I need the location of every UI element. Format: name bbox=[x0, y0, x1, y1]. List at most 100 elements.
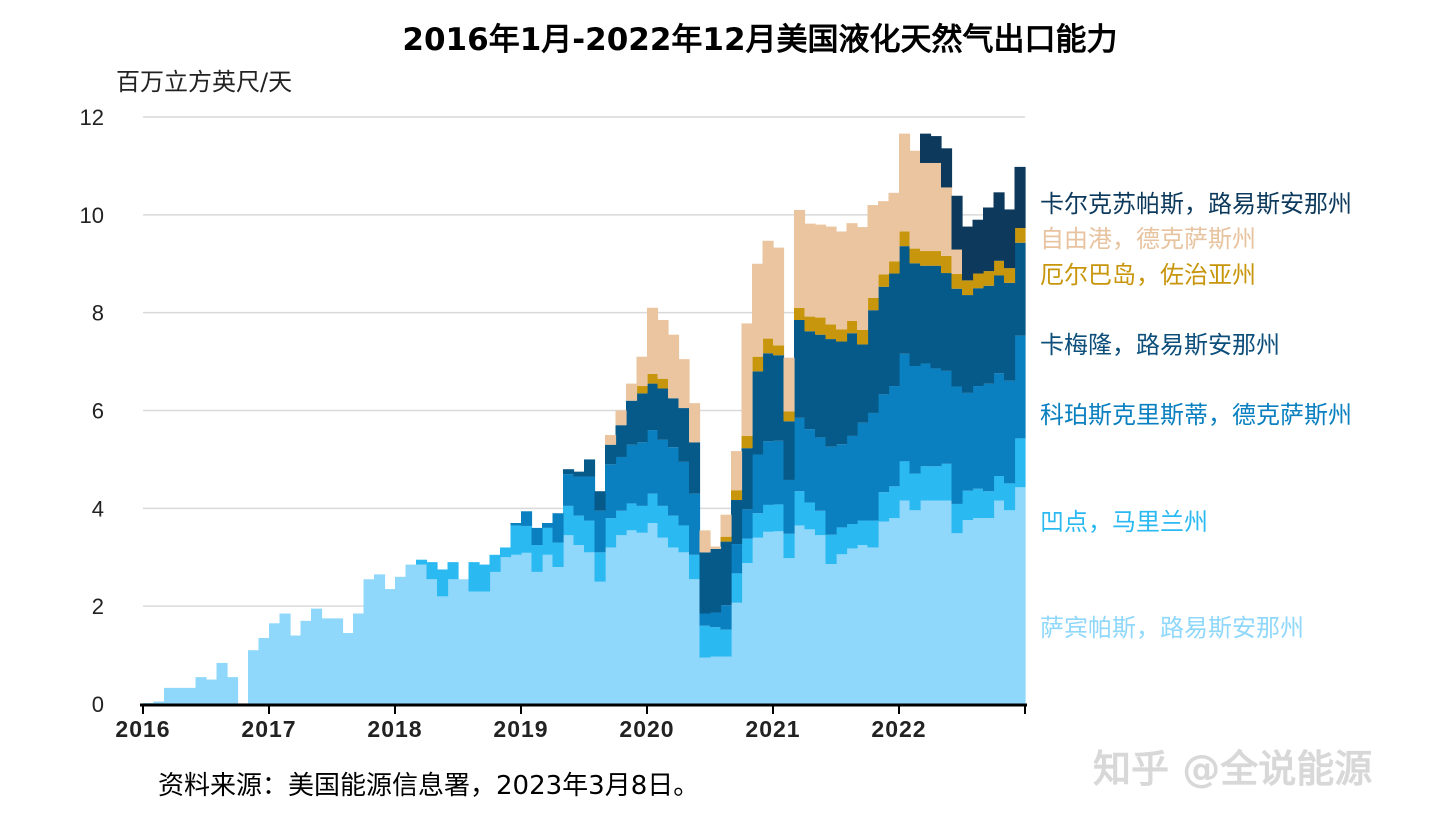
area-segment-series-1 bbox=[773, 504, 785, 532]
area-segment-series-1 bbox=[447, 562, 459, 580]
area-segment-series-1 bbox=[521, 525, 533, 553]
area-segment-series-0 bbox=[500, 557, 512, 704]
area-segment-series-5 bbox=[752, 263, 764, 357]
area-segment-series-5 bbox=[668, 334, 680, 399]
area-segment-series-2 bbox=[678, 461, 690, 526]
area-segment-series-0 bbox=[720, 656, 732, 704]
area-segment-series-1 bbox=[636, 505, 648, 533]
watermark: 知乎 @全说能源 bbox=[1093, 747, 1373, 791]
area-segment-series-3 bbox=[993, 275, 1005, 374]
area-segment-series-0 bbox=[678, 552, 690, 704]
area-segment-series-1 bbox=[878, 492, 890, 522]
area-segment-series-3 bbox=[930, 265, 942, 369]
area-segment-series-3 bbox=[941, 273, 953, 371]
area-segment-series-0 bbox=[657, 537, 669, 704]
area-segment-series-2 bbox=[636, 442, 648, 506]
area-segment-series-4 bbox=[794, 307, 806, 321]
area-segment-series-2 bbox=[867, 412, 879, 521]
area-segment-series-5 bbox=[741, 323, 753, 436]
area-segment-series-1 bbox=[983, 491, 995, 519]
area-segment-series-4 bbox=[825, 324, 837, 340]
area-segment-series-0 bbox=[332, 618, 344, 704]
area-segment-series-5 bbox=[710, 546, 722, 549]
area-segment-series-0 bbox=[920, 500, 932, 704]
label-elba-island: 厄尔巴岛，佐治亚州 bbox=[1040, 261, 1256, 289]
area-segment-series-2 bbox=[909, 365, 921, 474]
area-segment-series-0 bbox=[909, 510, 921, 704]
area-segment-series-3 bbox=[636, 393, 648, 443]
area-segment-series-5 bbox=[941, 187, 953, 256]
area-segment-series-3 bbox=[573, 471, 585, 477]
area-segment-series-4 bbox=[993, 260, 1005, 276]
area-segment-series-5 bbox=[626, 383, 638, 401]
area-segment-series-1 bbox=[825, 534, 837, 565]
area-segment-series-0 bbox=[710, 656, 722, 704]
area-segment-series-2 bbox=[521, 511, 533, 526]
area-segment-series-0 bbox=[363, 579, 375, 704]
y-tick-label: 12 bbox=[80, 105, 104, 130]
area-segment-series-2 bbox=[983, 383, 995, 492]
area-segment-series-0 bbox=[752, 537, 764, 704]
label-cameron: 卡梅隆，路易斯安那州 bbox=[1040, 331, 1280, 359]
area-segment-series-0 bbox=[773, 531, 785, 704]
area-segment-series-1 bbox=[867, 520, 879, 548]
area-segment-series-0 bbox=[311, 608, 323, 704]
area-segment-series-1 bbox=[951, 503, 963, 534]
area-segment-series-4 bbox=[647, 373, 659, 384]
area-segment-series-6 bbox=[1014, 166, 1026, 229]
area-segment-series-6 bbox=[920, 133, 932, 163]
area-segment-series-5 bbox=[615, 410, 627, 426]
area-segment-series-0 bbox=[195, 677, 207, 704]
area-segment-series-0 bbox=[594, 581, 606, 704]
area-segment-series-3 bbox=[615, 425, 627, 457]
area-segment-series-1 bbox=[615, 510, 627, 536]
area-segment-series-3 bbox=[983, 285, 995, 384]
area-segment-series-0 bbox=[468, 591, 480, 704]
area-segment-series-0 bbox=[825, 564, 837, 704]
area-segment-series-2 bbox=[920, 363, 932, 467]
area-segment-series-0 bbox=[458, 579, 470, 704]
area-segment-series-1 bbox=[468, 562, 480, 592]
area-segment-series-3 bbox=[720, 541, 732, 606]
area-segment-series-0 bbox=[962, 520, 974, 704]
area-segment-series-3 bbox=[804, 331, 816, 430]
area-segment-series-3 bbox=[888, 273, 900, 387]
area-segment-series-0 bbox=[605, 547, 617, 704]
area-segment-series-3 bbox=[909, 263, 921, 366]
area-segment-series-3 bbox=[815, 334, 827, 438]
area-segment-series-2 bbox=[993, 373, 1005, 477]
area-segment-series-3 bbox=[594, 491, 606, 511]
area-segment-series-1 bbox=[678, 525, 690, 553]
area-segment-series-2 bbox=[962, 392, 974, 491]
area-segment-series-2 bbox=[731, 544, 743, 574]
area-segment-series-0 bbox=[447, 579, 459, 704]
area-segment-series-5 bbox=[773, 247, 785, 346]
area-segment-series-3 bbox=[773, 355, 785, 441]
area-segment-series-0 bbox=[689, 579, 701, 704]
area-segment-series-3 bbox=[794, 320, 806, 418]
area-segment-series-3 bbox=[699, 552, 711, 614]
area-segment-series-4 bbox=[972, 273, 984, 289]
area-segment-series-0 bbox=[206, 679, 218, 704]
area-segment-series-6 bbox=[993, 192, 1005, 261]
area-segment-series-2 bbox=[1004, 380, 1016, 484]
area-segment-series-2 bbox=[510, 523, 522, 526]
area-segment-series-4 bbox=[941, 255, 953, 274]
area-segment-series-3 bbox=[563, 469, 575, 475]
area-segment-series-2 bbox=[794, 417, 806, 492]
area-segment-series-0 bbox=[279, 613, 291, 704]
area-segment-series-1 bbox=[920, 466, 932, 501]
area-segment-series-0 bbox=[227, 677, 239, 704]
area-segment-series-6 bbox=[962, 226, 974, 281]
area-segment-series-5 bbox=[825, 226, 837, 325]
y-tick-label: 10 bbox=[80, 203, 104, 228]
area-segment-series-2 bbox=[1014, 335, 1026, 439]
area-segment-series-5 bbox=[605, 434, 617, 445]
area-segment-series-2 bbox=[783, 479, 795, 534]
area-segment-series-1 bbox=[710, 627, 722, 657]
area-segment-series-3 bbox=[678, 408, 690, 462]
area-segment-series-5 bbox=[636, 356, 648, 387]
area-segment-series-5 bbox=[867, 205, 879, 298]
area-segment-series-4 bbox=[731, 490, 743, 501]
area-segment-series-3 bbox=[972, 288, 984, 387]
